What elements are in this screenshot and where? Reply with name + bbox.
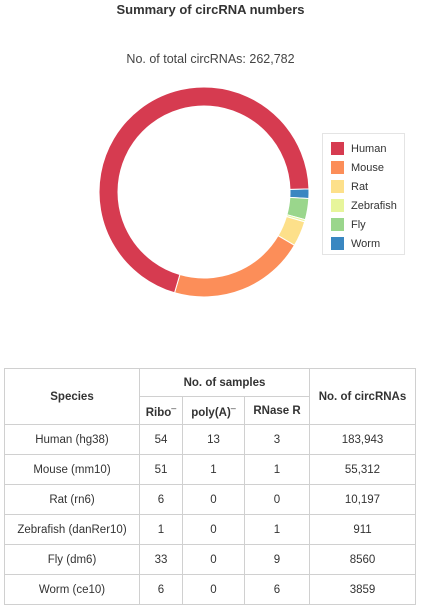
chart-legend: Human Mouse Rat Zebrafish Fly Worm (322, 133, 405, 255)
legend-item: Zebrafish (331, 196, 404, 215)
legend-swatch (331, 142, 344, 155)
legend-label: Zebrafish (351, 199, 397, 212)
cell-polya: 0 (182, 514, 245, 545)
header-circrnas: No. of circRNAs (309, 368, 416, 425)
chart-title: Summary of circRNA numbers (116, 2, 305, 17)
legend-item: Worm (331, 234, 404, 253)
polya-minus-mark: – (230, 402, 236, 413)
cell-polya: 13 (182, 424, 245, 455)
cell-polya: 0 (182, 544, 245, 575)
cell-circ: 55,312 (309, 454, 416, 485)
cell-rnaser: 9 (244, 544, 310, 575)
cell-polya: 1 (182, 454, 245, 485)
cell-species: Human (hg38) (4, 424, 140, 455)
legend-label: Rat (351, 180, 369, 193)
legend-label: Fly (351, 218, 366, 231)
slice-human (98, 86, 310, 294)
cell-rnaser: 6 (244, 574, 310, 605)
cell-species: Zebrafish (danRer10) (4, 514, 140, 545)
donut-chart (98, 86, 310, 298)
legend-swatch (331, 199, 344, 212)
header-ribo: Ribo– (139, 396, 183, 425)
cell-circ: 10,197 (309, 484, 416, 515)
cell-rnaser: 1 (244, 514, 310, 545)
cell-ribo: 1 (139, 514, 183, 545)
cell-species: Rat (rn6) (4, 484, 140, 515)
cell-polya: 0 (182, 574, 245, 605)
cell-species: Mouse (mm10) (4, 454, 140, 485)
cell-circ: 8560 (309, 544, 416, 575)
legend-swatch (331, 218, 344, 231)
legend-label: Mouse (351, 161, 385, 174)
legend-swatch (331, 161, 344, 174)
legend-item: Rat (331, 177, 404, 196)
header-rnaser: RNase R (244, 396, 310, 425)
cell-rnaser: 1 (244, 454, 310, 485)
cell-ribo: 6 (139, 574, 183, 605)
cell-ribo: 51 (139, 454, 183, 485)
legend-label: Human (351, 142, 387, 155)
species-summary-table: Species No. of samples No. of circRNAs R… (4, 368, 416, 605)
slice-mouse (173, 234, 296, 298)
cell-ribo: 33 (139, 544, 183, 575)
ribo-minus-mark: – (171, 402, 177, 413)
cell-circ: 183,943 (309, 424, 416, 455)
legend-item: Human (331, 139, 404, 158)
chart-subtitle: No. of total circRNAs: 262,782 (126, 52, 295, 66)
table-row: Fly (dm6) 33 0 9 8560 (4, 544, 416, 575)
legend-swatch (331, 237, 344, 250)
table-row: Mouse (mm10) 51 1 1 55,312 (4, 454, 416, 485)
legend-swatch (331, 180, 344, 193)
header-samples: No. of samples (139, 368, 310, 397)
header-polya: poly(A)– (182, 396, 245, 425)
cell-ribo: 54 (139, 424, 183, 455)
table-row: Worm (ce10) 6 0 6 3859 (4, 574, 416, 605)
legend-item: Mouse (331, 158, 404, 177)
header-species: Species (4, 368, 140, 425)
cell-circ: 911 (309, 514, 416, 545)
legend-label: Worm (351, 237, 381, 250)
legend-item: Fly (331, 215, 404, 234)
cell-polya: 0 (182, 484, 245, 515)
table-row: Zebrafish (danRer10) 1 0 1 911 (4, 514, 416, 545)
cell-species: Fly (dm6) (4, 544, 140, 575)
cell-rnaser: 3 (244, 424, 310, 455)
cell-circ: 3859 (309, 574, 416, 605)
cell-ribo: 6 (139, 484, 183, 515)
cell-rnaser: 0 (244, 484, 310, 515)
cell-species: Worm (ce10) (4, 574, 140, 605)
table-row: Human (hg38) 54 13 3 183,943 (4, 424, 416, 455)
table-row: Rat (rn6) 6 0 0 10,197 (4, 484, 416, 515)
